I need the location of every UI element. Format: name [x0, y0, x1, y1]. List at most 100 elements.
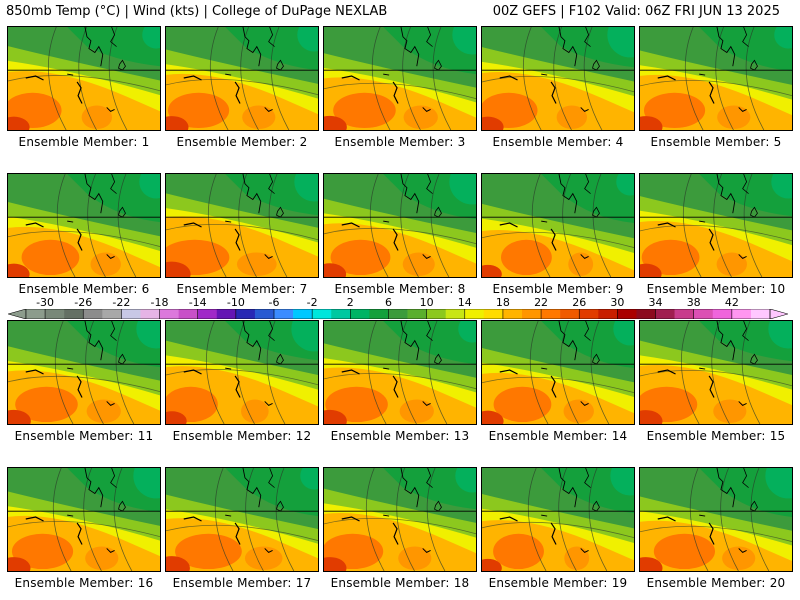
colorbar-swatch [731, 309, 752, 319]
colorbar-tick-label: -2 [306, 296, 318, 309]
colorbar-swatch [293, 309, 313, 319]
colorbar-tick-label: 22 [534, 296, 549, 309]
ensemble-member-label: Ensemble Member: 14 [488, 429, 628, 443]
ensemble-member-label: Ensemble Member: 20 [646, 576, 786, 590]
colorbar-tick-label: -6 [268, 296, 280, 309]
colorbar-tick-label: -18 [150, 296, 169, 309]
ensemble-map-panel [323, 26, 477, 131]
ensemble-map-panel [165, 467, 319, 572]
colorbar-swatch [693, 309, 714, 319]
colorbar-tick-label: -14 [188, 296, 207, 309]
ensemble-member-label: Ensemble Member: 7 [176, 282, 308, 296]
ensemble-map-panel [7, 173, 161, 278]
ensemble-member-label: Ensemble Member: 6 [18, 282, 150, 296]
temperature-colorbar: -30 -26 -22 -18 -14 -10 -6 -2 2 6 10 14 18 22 26 30 34 38… [8, 296, 788, 322]
ensemble-map-panel [7, 26, 161, 131]
ensemble-member-label: Ensemble Member: 15 [646, 429, 786, 443]
colorbar-swatch [197, 309, 218, 319]
colorbar-swatch [388, 309, 408, 319]
ensemble-map-panel [323, 173, 477, 278]
colorbar-tick-label: -10 [226, 296, 245, 309]
ensemble-map-panel [639, 320, 793, 425]
colorbar-swatch [64, 309, 84, 319]
colorbar-swatch [216, 309, 237, 319]
ensemble-member-label: Ensemble Member: 19 [488, 576, 628, 590]
colorbar-tick-labels: -30 -26 -22 -18 -14 -10 -6 -2 2 6 10 14 18 22 26 30 34 38… [8, 296, 788, 309]
colorbar-swatches [8, 309, 788, 319]
colorbar-swatch [274, 309, 294, 319]
ensemble-map-panel [481, 173, 635, 278]
ensemble-map-panel [165, 173, 319, 278]
colorbar-swatch [312, 309, 332, 319]
colorbar-tick-label: 14 [457, 296, 472, 309]
colorbar-swatch [445, 309, 466, 319]
colorbar-swatch [407, 309, 427, 319]
colorbar-swatch [636, 309, 656, 319]
ensemble-member-label: Ensemble Member: 16 [14, 576, 154, 590]
colorbar-tick-label: 30 [610, 296, 625, 309]
colorbar-swatch [502, 309, 523, 319]
colorbar-swatch [254, 309, 275, 319]
ensemble-member-label: Ensemble Member: 3 [334, 135, 466, 149]
ensemble-map-panel [165, 320, 319, 425]
ensemble-map-panel [481, 320, 635, 425]
colorbar-swatch [579, 309, 599, 319]
colorbar-swatch [750, 309, 771, 319]
ensemble-member-label: Ensemble Member: 10 [646, 282, 786, 296]
colorbar-swatch [331, 309, 351, 319]
ensemble-member-label: Ensemble Member: 18 [330, 576, 470, 590]
colorbar-swatch [369, 309, 389, 319]
colorbar-tick-label: 34 [648, 296, 663, 309]
colorbar-swatch [712, 309, 733, 319]
colorbar-swatch [45, 309, 65, 319]
colorbar-swatch [655, 309, 675, 319]
ensemble-map-panel [323, 320, 477, 425]
colorbar-swatch [541, 309, 561, 319]
colorbar-tick-label: 38 [686, 296, 701, 309]
ensemble-map-panel [639, 26, 793, 131]
colorbar-swatch [426, 309, 446, 319]
colorbar-tick-label: 42 [724, 296, 739, 309]
header-left-title: 850mb Temp (°C) | Wind (kts) | College o… [6, 4, 388, 19]
colorbar-tick-label: 18 [495, 296, 510, 309]
header-right-title: 00Z GEFS | F102 Valid: 06Z FRI JUN 13 20… [492, 4, 780, 19]
colorbar-swatch [121, 309, 141, 319]
colorbar-tick-label: -22 [112, 296, 131, 309]
colorbar-swatch [560, 309, 580, 319]
colorbar-swatch [83, 309, 103, 319]
ensemble-map-panel [7, 467, 161, 572]
ensemble-map-panel [165, 26, 319, 131]
colorbar-tick-label: -26 [74, 296, 93, 309]
colorbar-swatch [26, 309, 46, 319]
ensemble-member-label: Ensemble Member: 11 [14, 429, 154, 443]
ensemble-member-label: Ensemble Member: 12 [172, 429, 312, 443]
ensemble-map-panel [639, 467, 793, 572]
colorbar-tick-label: 10 [419, 296, 434, 309]
ensemble-map-panel [481, 467, 635, 572]
colorbar-swatch [102, 309, 122, 319]
colorbar-swatch [464, 309, 485, 319]
ensemble-member-label: Ensemble Member: 17 [172, 576, 312, 590]
ensemble-map-panel [7, 320, 161, 425]
ensemble-map-panel [481, 26, 635, 131]
ensemble-member-label: Ensemble Member: 9 [492, 282, 624, 296]
colorbar-tick-label: -30 [36, 296, 55, 309]
ensemble-member-label: Ensemble Member: 8 [334, 282, 466, 296]
ensemble-member-label: Ensemble Member: 1 [18, 135, 150, 149]
colorbar-tick-label: 6 [384, 296, 392, 309]
colorbar-swatch [522, 309, 542, 319]
ensemble-map-panel [639, 173, 793, 278]
ensemble-map-panel [323, 467, 477, 572]
colorbar-swatch [674, 309, 694, 319]
colorbar-swatch [140, 309, 160, 319]
colorbar-swatch [617, 309, 637, 319]
ensemble-member-label: Ensemble Member: 4 [492, 135, 624, 149]
colorbar-swatch [178, 309, 198, 319]
colorbar-swatch [235, 309, 256, 319]
colorbar-swatch [159, 309, 179, 319]
colorbar-swatch [483, 309, 504, 319]
ensemble-member-label: Ensemble Member: 5 [650, 135, 782, 149]
ensemble-member-label: Ensemble Member: 13 [330, 429, 470, 443]
colorbar-tick-label: 2 [346, 296, 354, 309]
colorbar-swatch [598, 309, 618, 319]
